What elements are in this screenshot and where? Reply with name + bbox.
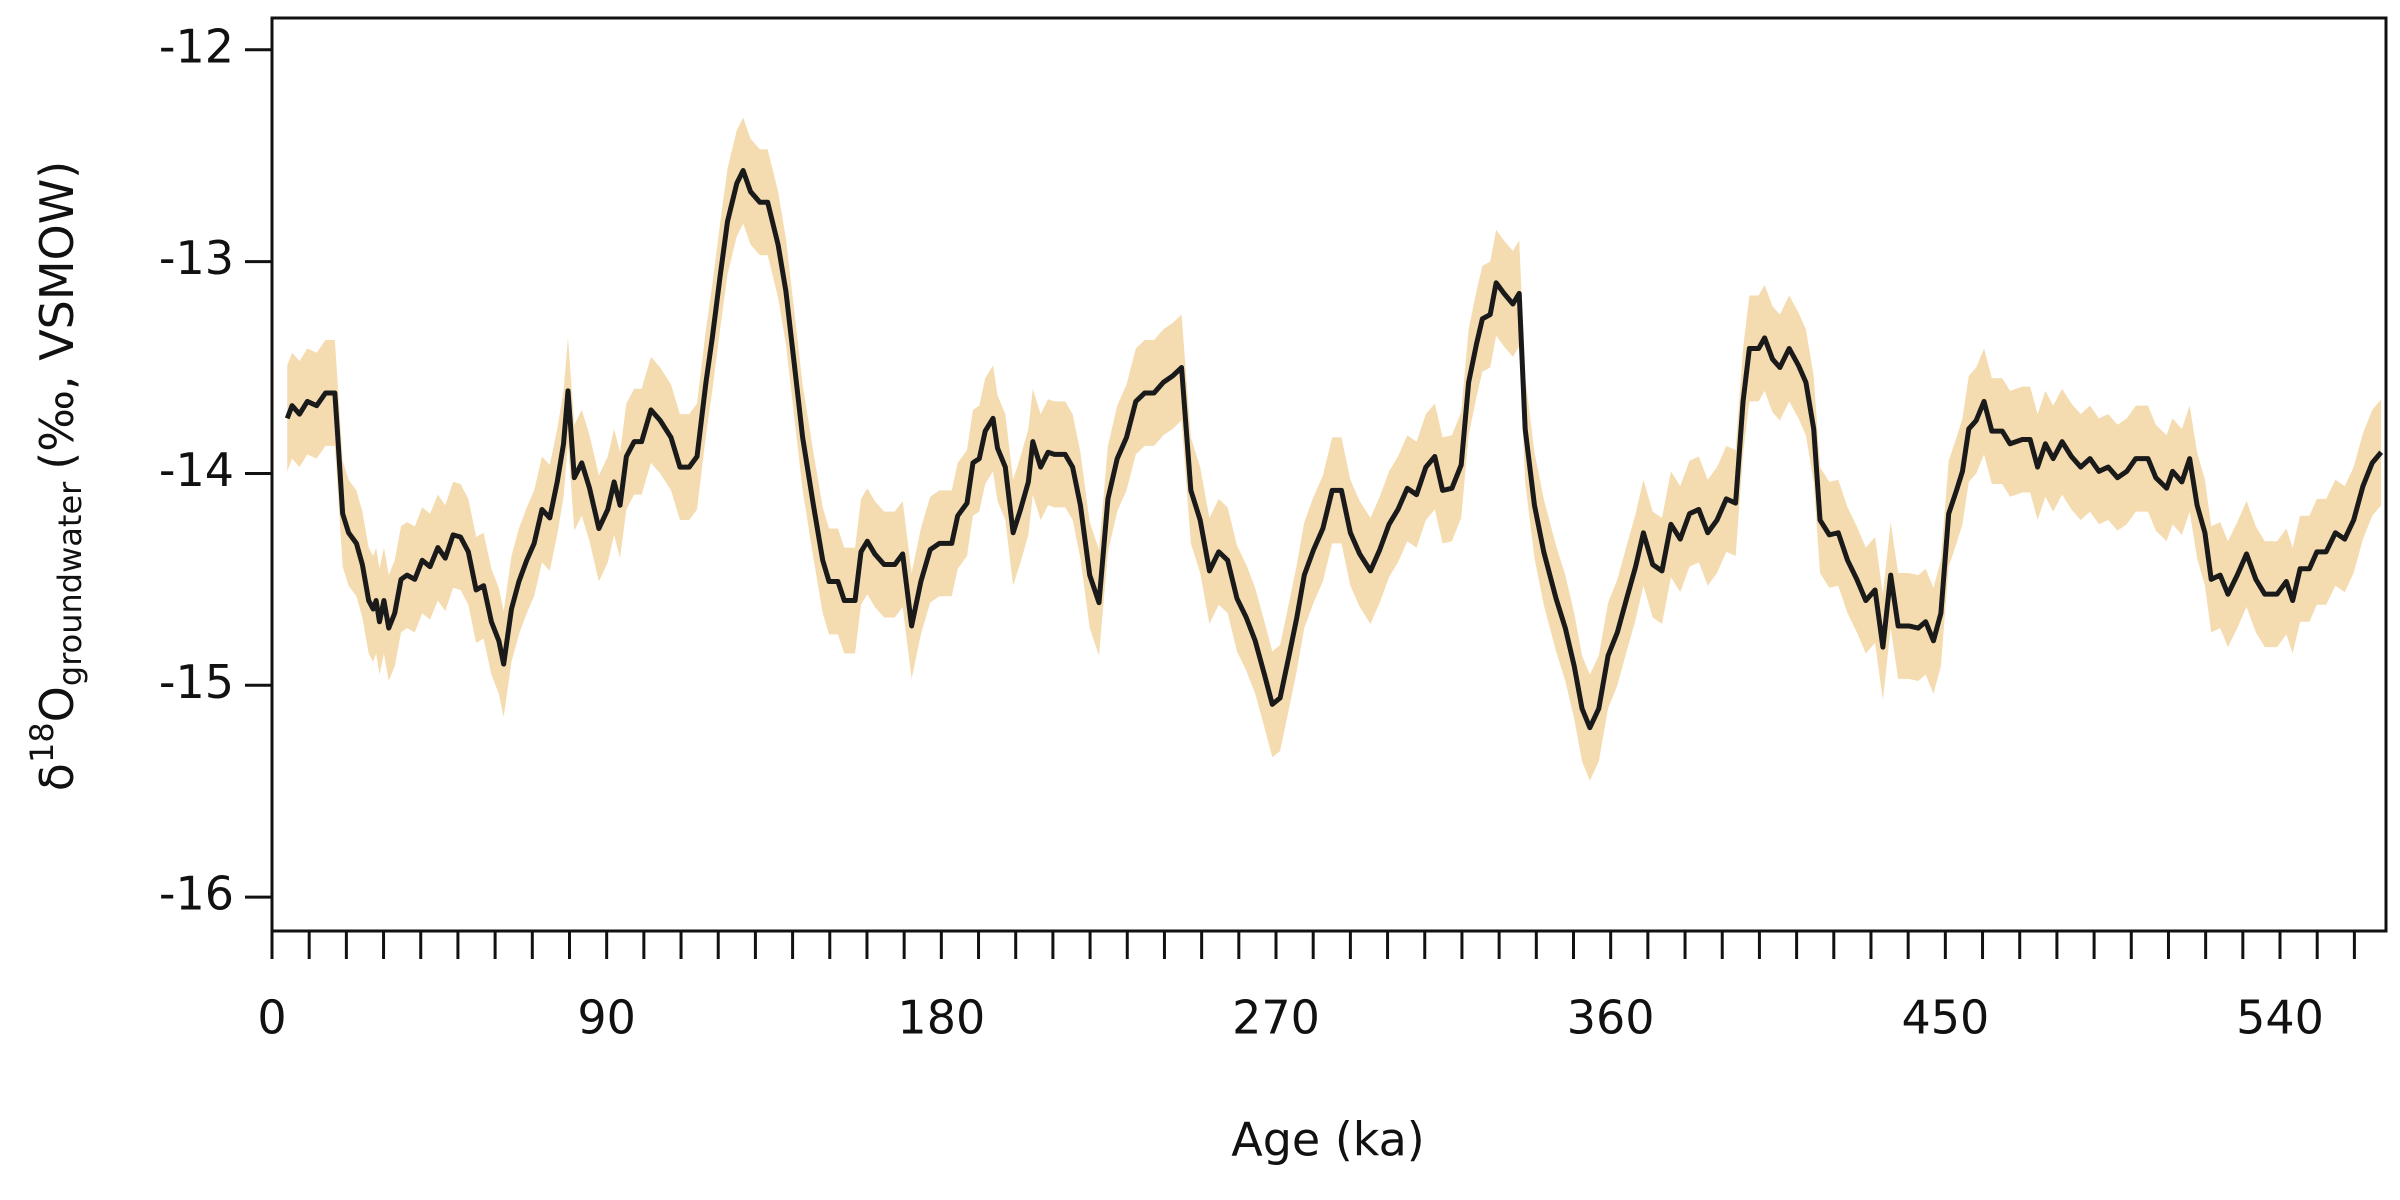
x-tick-label: 180 — [897, 991, 985, 1045]
y-label-superscript: 18 — [23, 722, 61, 763]
y-tick-label: -16 — [159, 867, 234, 921]
x-axis-label: Age (ka) — [1231, 1113, 1425, 1167]
x-tick-label: 270 — [1232, 991, 1320, 1045]
x-tick-label: 360 — [1567, 991, 1655, 1045]
x-tick-label: 540 — [2236, 991, 2324, 1045]
y-tick-label: -14 — [159, 443, 234, 497]
y-tick-label: -15 — [159, 655, 234, 709]
y-tick-label: -12 — [159, 19, 234, 73]
x-tick-label: 450 — [1901, 991, 1989, 1045]
x-tick-label: 90 — [577, 991, 636, 1045]
uncertainty-band — [287, 117, 2382, 781]
y-label-symbol: δ — [30, 763, 84, 791]
y-axis-label: δ18Ogroundwater (‰, VSMOW) — [23, 161, 89, 791]
y-label-subscript: groundwater — [51, 481, 89, 686]
data-line — [284, 168, 2384, 731]
y-tick-label: -13 — [159, 231, 234, 285]
x-tick-label: 0 — [257, 991, 286, 1045]
y-label-element: O — [30, 686, 84, 722]
y-label-unit: (‰, VSMOW) — [30, 161, 84, 470]
